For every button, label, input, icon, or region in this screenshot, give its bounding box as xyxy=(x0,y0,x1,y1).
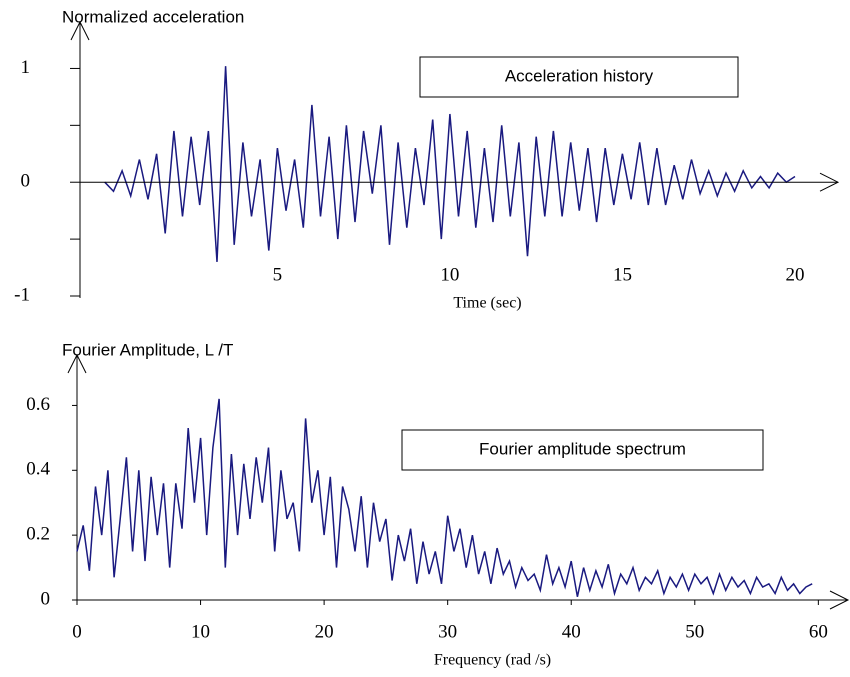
y-tick-label: -1 xyxy=(14,284,30,305)
x-tick-label: 10 xyxy=(191,621,210,642)
x-axis-label: Time (sec) xyxy=(453,295,521,312)
y-axis-label: Fourier Amplitude, L /T xyxy=(62,340,233,359)
data-line xyxy=(104,66,796,262)
x-tick-label: 10 xyxy=(440,264,459,285)
x-tick-label: 0 xyxy=(72,621,82,642)
x-axis-arrow xyxy=(819,172,840,192)
x-tick-label: 5 xyxy=(273,264,283,285)
y-axis-arrow xyxy=(70,20,90,41)
y-tick-label: 0.6 xyxy=(26,394,50,415)
annotation: Acceleration history xyxy=(505,66,654,85)
x-tick-label: 40 xyxy=(562,621,581,642)
y-tick-label: 0.4 xyxy=(26,459,50,480)
x-tick-label: 15 xyxy=(613,264,632,285)
x-axis-label: Frequency (rad /s) xyxy=(434,652,551,669)
y-tick-label: 0 xyxy=(41,588,51,609)
x-tick-label: 20 xyxy=(785,264,804,285)
x-tick-label: 30 xyxy=(438,621,457,642)
y-tick-label: 1 xyxy=(21,57,31,78)
x-tick-label: 50 xyxy=(685,621,704,642)
y-tick-label: 0 xyxy=(21,171,31,192)
annotation-box xyxy=(401,429,764,471)
data-line xyxy=(76,398,813,597)
y-axis-label: Normalized acceleration xyxy=(62,7,244,26)
y-axis-arrow xyxy=(67,353,87,374)
x-tick-label: 20 xyxy=(315,621,334,642)
x-tick-label: 60 xyxy=(809,621,828,642)
annotation: Fourier amplitude spectrum xyxy=(479,439,686,458)
y-tick-label: 0.2 xyxy=(26,524,50,545)
x-axis-arrow xyxy=(829,590,850,610)
annotation-box xyxy=(419,56,739,98)
